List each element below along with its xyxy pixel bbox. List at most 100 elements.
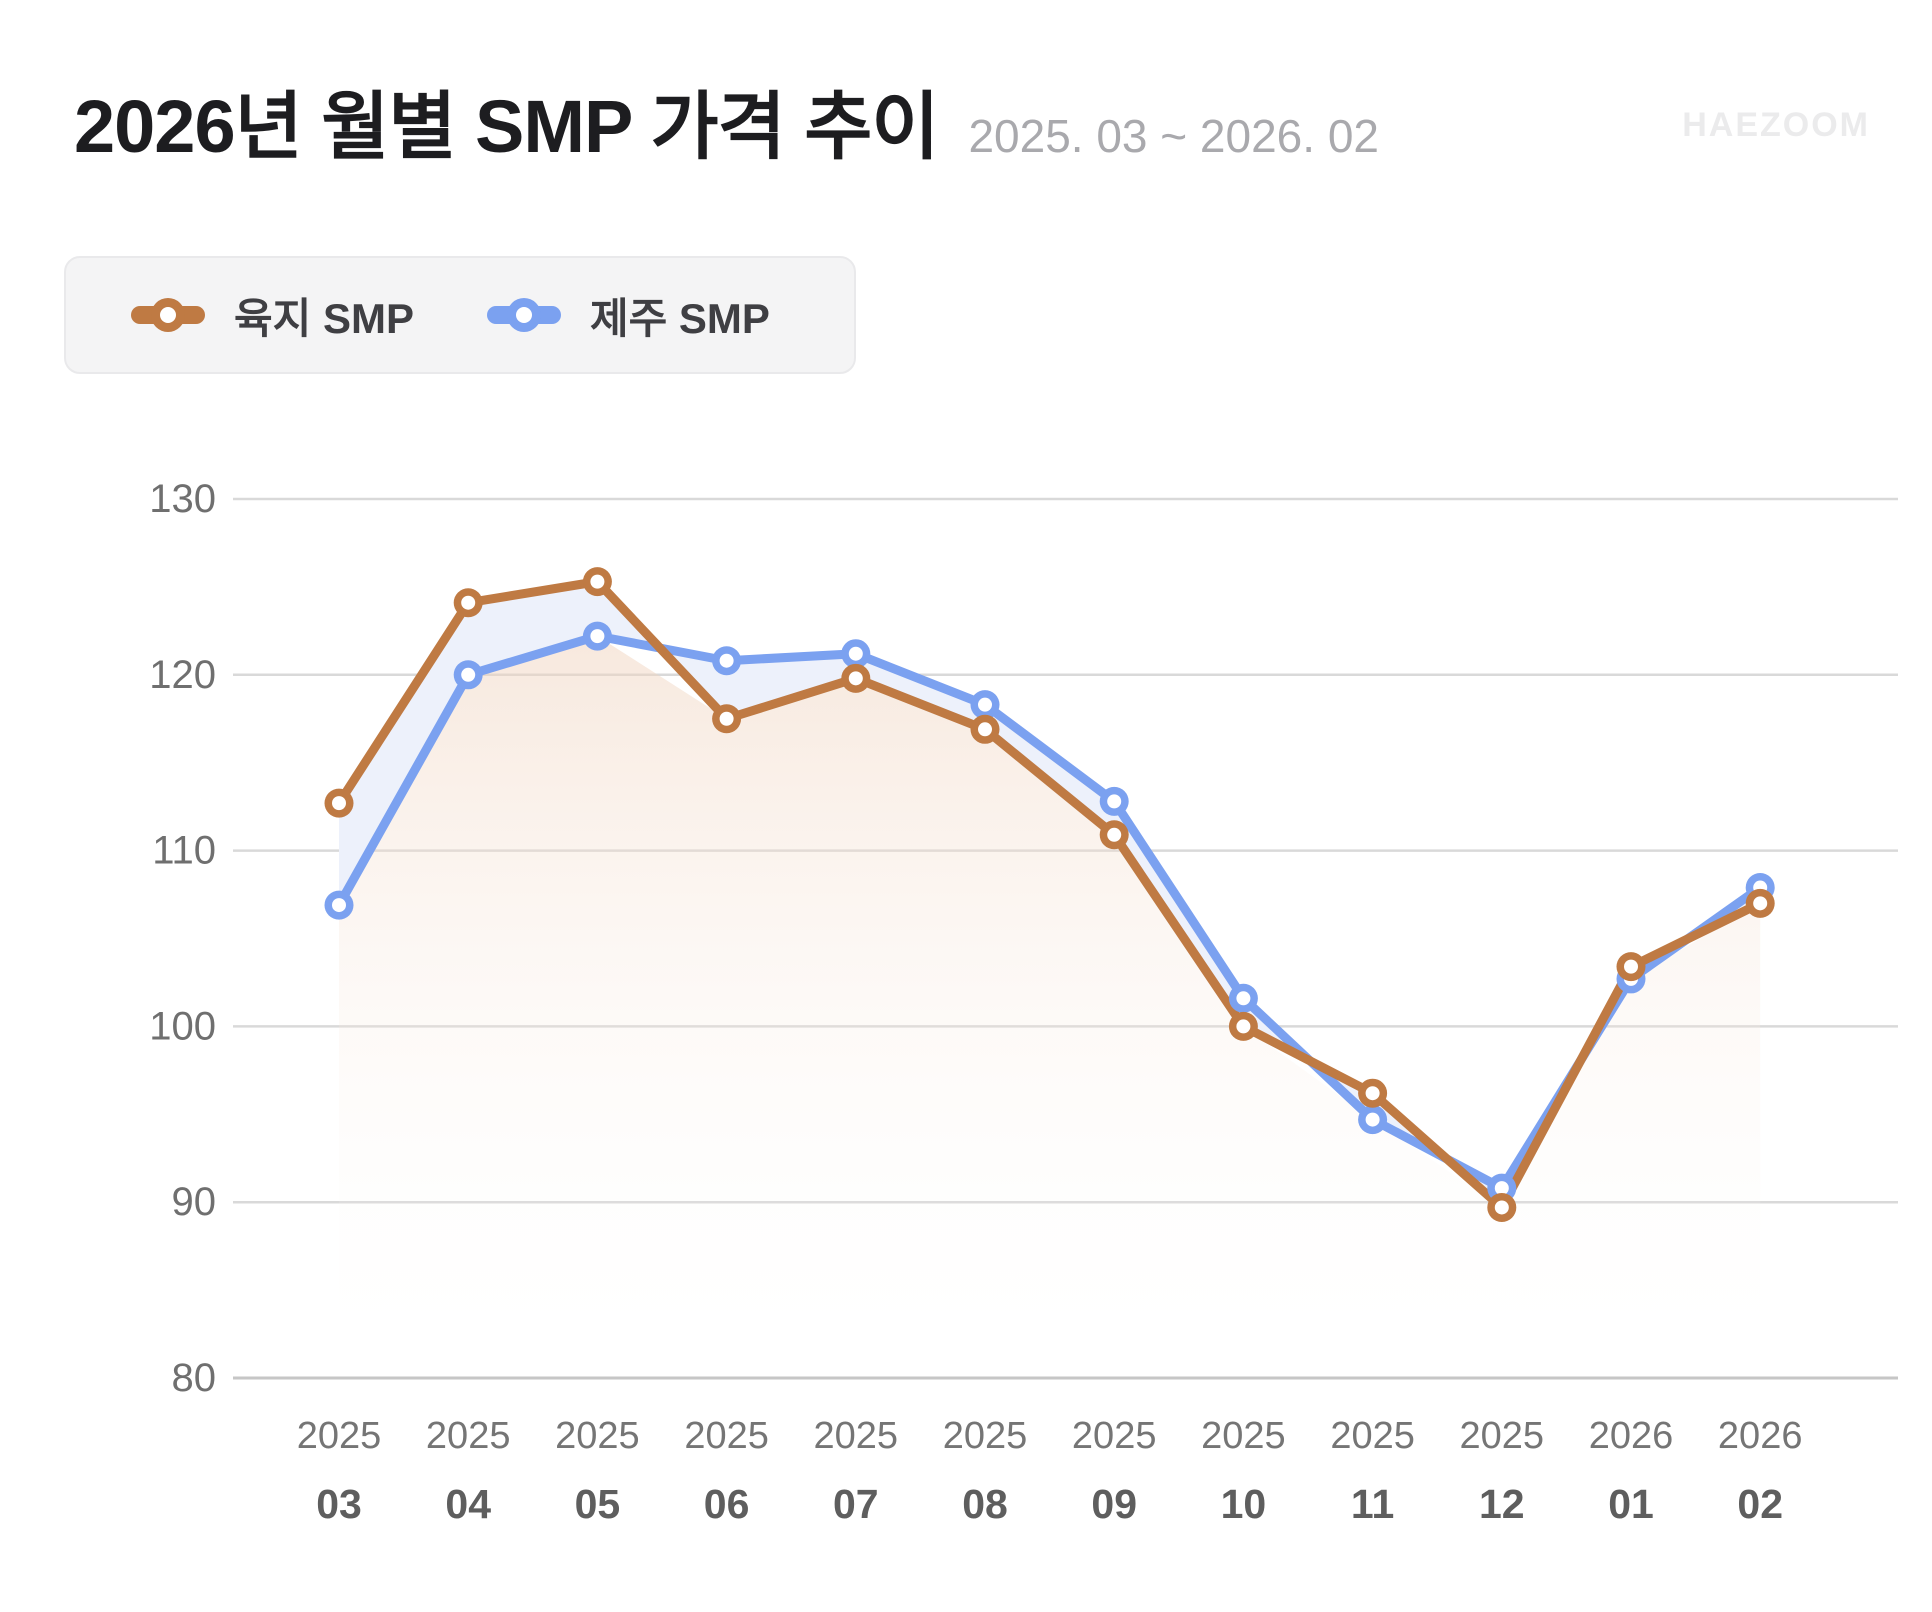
jeju-series-marker-icon: [486, 298, 561, 332]
marker-core: [848, 646, 863, 661]
x-axis-label-2025-03: 2025 03: [297, 1415, 382, 1527]
marker-core: [719, 711, 734, 726]
area-under-lines: [339, 636, 1761, 1378]
point-yukji-smp-2025-08[interactable]: [970, 714, 1000, 744]
marker-core: [1107, 827, 1122, 842]
marker-core: [1753, 896, 1768, 911]
y-axis-label-130: 130: [149, 477, 216, 521]
legend-label-jeju: 제주 SMP: [589, 294, 770, 342]
point-yukji-smp-2026-02[interactable]: [1745, 888, 1775, 918]
marker-core: [848, 671, 863, 686]
x-label-month: 02: [1737, 1481, 1783, 1527]
point-yukji-smp-2025-11[interactable]: [1358, 1078, 1388, 1108]
x-axis-label-2025-08: 2025 08: [943, 1415, 1028, 1527]
x-label-month: 11: [1351, 1481, 1394, 1527]
x-label-year: 2025: [1201, 1415, 1286, 1457]
marker-core: [719, 653, 734, 668]
x-label-year: 2026: [1589, 1415, 1674, 1457]
x-axis-label-2025-04: 2025 04: [426, 1415, 511, 1527]
legend-item-jeju-smp[interactable]: 제주 SMP: [484, 285, 770, 346]
x-label-month: 09: [1091, 1481, 1137, 1527]
marker-core: [332, 898, 346, 913]
marker-core: [1107, 794, 1122, 809]
point-jeju-smp-2025-07[interactable]: [841, 639, 871, 669]
x-axis-label-2025-12: 2025 12: [1460, 1415, 1545, 1527]
x-label-month: 07: [833, 1481, 879, 1527]
marker-core: [1236, 1019, 1251, 1034]
point-jeju-smp-2025-10[interactable]: [1228, 983, 1258, 1013]
x-axis-label-2025-06: 2025 06: [684, 1415, 769, 1527]
x-label-month: 12: [1479, 1481, 1525, 1527]
point-yukji-smp-2025-05[interactable]: [582, 567, 612, 597]
x-label-year: 2025: [684, 1415, 769, 1457]
y-axis-label-110: 110: [152, 829, 216, 873]
marker-core: [332, 796, 346, 811]
x-label-year: 2025: [943, 1415, 1028, 1457]
x-label-month: 01: [1608, 1481, 1654, 1527]
x-label-month: 03: [316, 1481, 362, 1527]
x-label-year: 2025: [1330, 1415, 1415, 1457]
line-jeju-smp: [334, 631, 1765, 1193]
page-title: 2026년 월별 SMP 가격 추이: [74, 85, 939, 168]
x-axis-label-2025-09: 2025 09: [1072, 1415, 1157, 1527]
marker-core: [978, 697, 992, 712]
y-axis-label-80: 80: [172, 1356, 217, 1400]
x-axis-label-2025-10: 2025 10: [1201, 1415, 1286, 1527]
x-label-year: 2025: [555, 1415, 640, 1457]
point-yukji-smp-2025-10[interactable]: [1228, 1011, 1258, 1041]
marker-core: [1365, 1086, 1380, 1101]
marker-core: [1624, 959, 1638, 974]
y-axis-label-100: 100: [149, 1004, 216, 1048]
point-jeju-smp-2025-06[interactable]: [712, 646, 742, 676]
point-jeju-smp-2025-03[interactable]: [324, 890, 354, 920]
y-axis-label-90: 90: [172, 1180, 217, 1224]
x-label-month: 04: [445, 1481, 491, 1527]
x-label-month: 05: [575, 1481, 621, 1527]
x-axis-label-2025-11: 2025 11: [1330, 1415, 1415, 1527]
point-yukji-smp-2025-06[interactable]: [712, 704, 742, 734]
yukji-series-marker-icon: [131, 298, 205, 332]
point-jeju-smp-2025-04[interactable]: [453, 660, 483, 690]
point-yukji-smp-2025-09[interactable]: [1099, 820, 1129, 850]
x-label-month: 10: [1221, 1481, 1267, 1527]
marker-core: [1494, 1181, 1509, 1196]
x-label-year: 2025: [297, 1415, 382, 1457]
line-yukji-smp: [334, 577, 1765, 1212]
band-between-lines: [339, 581, 1761, 1208]
point-yukji-smp-2025-07[interactable]: [841, 663, 871, 693]
marker-core: [461, 595, 476, 610]
point-jeju-smp-2025-05[interactable]: [582, 621, 612, 651]
x-label-year: 2025: [1072, 1415, 1157, 1457]
legend-item-yukji-smp[interactable]: 육지 SMP: [128, 285, 414, 346]
x-label-year: 2025: [814, 1415, 899, 1457]
marker-core: [1494, 1200, 1509, 1215]
x-label-year: 2025: [426, 1415, 511, 1457]
chart-legend: 육지 SMP 제주 SMP: [64, 256, 856, 374]
point-jeju-smp-2025-08[interactable]: [970, 690, 1000, 720]
x-label-month: 08: [962, 1481, 1008, 1527]
x-axis-label-2026-02: 2026 02: [1718, 1415, 1803, 1527]
marker-core: [590, 574, 605, 589]
point-yukji-smp-2025-12[interactable]: [1487, 1192, 1517, 1222]
y-axis-label-120: 120: [149, 653, 216, 697]
x-axis-label-2025-07: 2025 07: [814, 1415, 899, 1527]
point-jeju-smp-2025-11[interactable]: [1358, 1105, 1388, 1135]
marker-core: [1236, 991, 1251, 1006]
chart-header: 2026년 월별 SMP 가격 추이 2025. 03 ~ 2026. 02: [74, 85, 1379, 168]
date-range: 2025. 03 ~ 2026. 02: [968, 110, 1379, 162]
marker-core: [590, 629, 605, 644]
point-jeju-smp-2025-09[interactable]: [1099, 786, 1129, 816]
marker-core: [1365, 1112, 1380, 1127]
x-axis-label-2026-01: 2026 01: [1589, 1415, 1674, 1527]
point-yukji-smp-2026-01[interactable]: [1616, 952, 1646, 982]
point-yukji-smp-2025-03[interactable]: [324, 788, 354, 818]
point-yukji-smp-2025-04[interactable]: [453, 588, 483, 618]
marker-core: [461, 667, 476, 682]
marker-core: [978, 722, 992, 737]
haezoom-watermark: HAEZOOM: [1682, 106, 1870, 144]
x-label-year: 2026: [1718, 1415, 1803, 1457]
x-label-month: 06: [704, 1481, 750, 1527]
x-label-year: 2025: [1460, 1415, 1545, 1457]
